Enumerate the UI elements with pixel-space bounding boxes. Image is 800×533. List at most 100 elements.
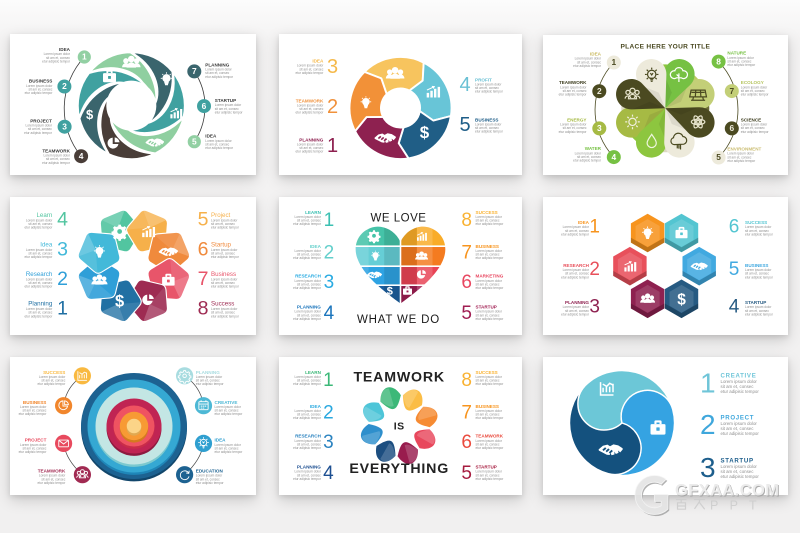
svg-text:SUCCESS: SUCCESS [476, 210, 498, 215]
svg-text:TEAMWORK: TEAMWORK [559, 80, 587, 85]
svg-text:5: 5 [729, 259, 740, 280]
svg-text:TEAMWORK: TEAMWORK [42, 148, 70, 153]
svg-text:6: 6 [729, 123, 734, 133]
svg-text:PLANNING: PLANNING [205, 62, 229, 67]
svg-text:3: 3 [700, 452, 716, 483]
svg-text:TEAMWORK: TEAMWORK [38, 469, 66, 474]
svg-text:WE LOVE: WE LOVE [371, 212, 427, 224]
svg-text:4: 4 [79, 151, 84, 161]
svg-text:RESEARCH: RESEARCH [563, 263, 589, 268]
svg-text:IDEA: IDEA [590, 52, 602, 57]
svg-text:7: 7 [198, 268, 209, 290]
svg-text:TEAMWORK: TEAMWORK [476, 434, 504, 439]
svg-text:NATURE: NATURE [727, 51, 746, 56]
svg-text:WATER: WATER [585, 146, 602, 151]
svg-text:PROJECT: PROJECT [25, 438, 47, 443]
svg-text:Idea: Idea [40, 242, 53, 249]
svg-text:4: 4 [459, 74, 470, 96]
svg-text:3: 3 [589, 296, 600, 317]
svg-text:BUSINESS: BUSINESS [23, 400, 47, 405]
svg-text:PLANNING: PLANNING [297, 465, 321, 470]
svg-text:LEARN: LEARN [305, 210, 322, 215]
svg-text:STARTUP: STARTUP [721, 458, 754, 465]
svg-text:7: 7 [461, 243, 472, 264]
svg-text:RESEARCH: RESEARCH [295, 274, 321, 279]
svg-text:3: 3 [62, 121, 67, 131]
svg-text:8: 8 [461, 370, 472, 391]
svg-text:EVERYTHING: EVERYTHING [349, 461, 449, 477]
svg-text:5: 5 [461, 463, 472, 484]
svg-text:IS: IS [394, 420, 405, 432]
svg-text:IDEA: IDEA [310, 404, 322, 409]
svg-text:STARTUP: STARTUP [745, 300, 766, 305]
svg-text:CREATIVE: CREATIVE [721, 373, 757, 380]
svg-text:BUSINESS: BUSINESS [745, 263, 769, 268]
svg-text:5: 5 [461, 303, 472, 324]
svg-text:6: 6 [461, 432, 472, 453]
svg-text:BUSINESS: BUSINESS [476, 404, 500, 409]
svg-text:4: 4 [324, 303, 335, 324]
svg-text:7: 7 [192, 66, 197, 76]
svg-text:GFXAA.COM: GFXAA.COM [676, 483, 780, 501]
svg-text:SUCCESS: SUCCESS [745, 220, 767, 225]
svg-text:Project: Project [211, 212, 231, 219]
svg-text:5: 5 [459, 114, 470, 136]
svg-text:Learn: Learn [36, 212, 52, 219]
svg-text:2: 2 [323, 403, 334, 424]
svg-text:5: 5 [198, 209, 209, 231]
svg-text:SCIENCE: SCIENCE [741, 117, 761, 122]
svg-text:8: 8 [198, 298, 209, 320]
svg-text:1: 1 [700, 368, 716, 399]
svg-text:PLANNING: PLANNING [196, 370, 220, 375]
svg-text:4: 4 [323, 463, 334, 484]
svg-text:4: 4 [57, 209, 68, 231]
svg-text:Planning: Planning [28, 301, 53, 308]
svg-text:SUCCESS: SUCCESS [43, 370, 65, 375]
svg-text:3: 3 [597, 123, 602, 133]
svg-text:1: 1 [57, 298, 68, 320]
svg-text:3: 3 [57, 238, 68, 260]
svg-text:IDEA: IDEA [215, 438, 227, 443]
svg-text:MARKETING: MARKETING [476, 274, 504, 279]
svg-text:STARTUP: STARTUP [476, 305, 497, 310]
svg-text:GFXAA.COM: GFXAA.COM [675, 482, 779, 500]
svg-text:2: 2 [700, 409, 716, 440]
svg-text:IDEA: IDEA [578, 220, 590, 225]
svg-text:5: 5 [716, 152, 721, 162]
svg-text:BUSINESS: BUSINESS [476, 244, 500, 249]
svg-text:IDEA: IDEA [205, 134, 217, 139]
svg-text:STARTUP: STARTUP [215, 98, 236, 103]
